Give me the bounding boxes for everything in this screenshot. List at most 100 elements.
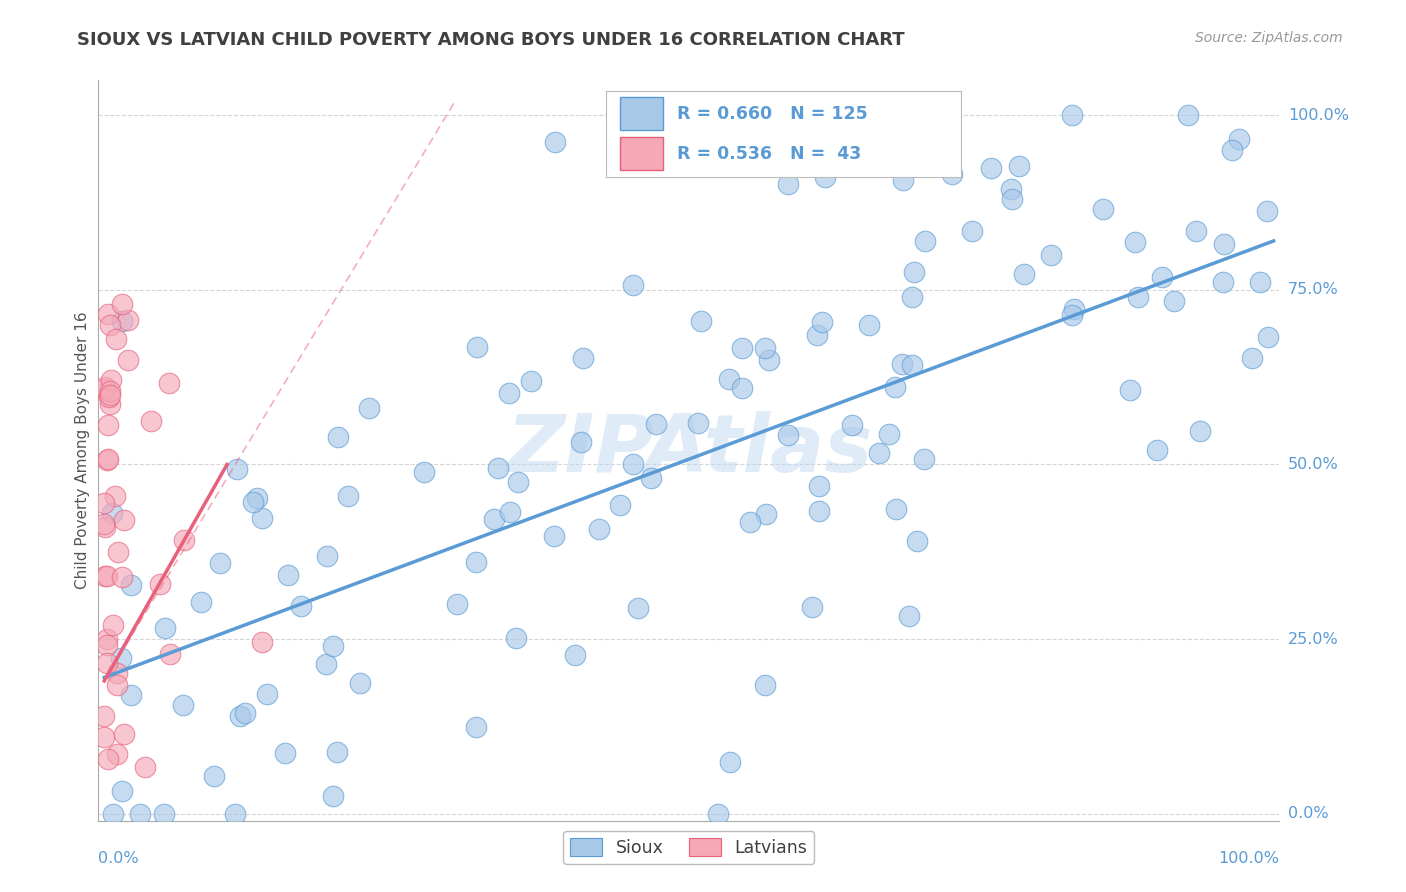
Point bbox=[806, 327, 828, 342]
Point bbox=[960, 224, 983, 238]
Point bbox=[1128, 290, 1150, 304]
Point bbox=[801, 599, 824, 614]
Point bbox=[226, 461, 249, 475]
Point bbox=[884, 380, 907, 394]
Point bbox=[1212, 275, 1234, 289]
Point bbox=[627, 600, 650, 615]
Point bbox=[101, 617, 124, 632]
Point bbox=[290, 599, 312, 613]
Point bbox=[901, 290, 924, 304]
Point bbox=[1163, 293, 1185, 308]
Point bbox=[322, 639, 344, 653]
Point bbox=[465, 340, 488, 354]
Point bbox=[858, 318, 880, 332]
Point bbox=[498, 386, 520, 401]
Point bbox=[1177, 108, 1199, 122]
Point bbox=[97, 752, 120, 766]
Point bbox=[94, 380, 117, 394]
Point bbox=[891, 357, 914, 371]
Point bbox=[1241, 351, 1264, 365]
Point bbox=[740, 515, 762, 529]
Text: 25.0%: 25.0% bbox=[1288, 632, 1339, 647]
Point bbox=[274, 746, 297, 760]
Point bbox=[153, 806, 176, 821]
Point bbox=[250, 634, 273, 648]
Point bbox=[98, 384, 121, 399]
Point bbox=[93, 730, 115, 744]
Point bbox=[139, 414, 162, 428]
Point bbox=[731, 381, 754, 395]
Point bbox=[107, 678, 129, 692]
Point bbox=[190, 595, 212, 609]
Point bbox=[814, 169, 837, 184]
Point bbox=[755, 507, 778, 521]
Point bbox=[322, 789, 344, 803]
Point bbox=[588, 522, 610, 536]
Point bbox=[572, 351, 595, 365]
Point bbox=[898, 609, 921, 624]
Point bbox=[128, 806, 150, 821]
Point bbox=[111, 297, 134, 311]
Point bbox=[1188, 424, 1211, 438]
Point bbox=[482, 511, 505, 525]
Text: 100.0%: 100.0% bbox=[1288, 108, 1348, 123]
Point bbox=[465, 555, 488, 569]
Point bbox=[1000, 182, 1022, 196]
Point bbox=[609, 498, 631, 512]
Point bbox=[93, 496, 115, 510]
Point bbox=[134, 760, 156, 774]
Point bbox=[172, 698, 194, 713]
Point bbox=[1150, 270, 1173, 285]
Point bbox=[1008, 159, 1031, 173]
Point bbox=[110, 570, 132, 584]
Point bbox=[544, 135, 567, 149]
Point bbox=[228, 709, 250, 723]
Point bbox=[758, 353, 780, 368]
Point bbox=[326, 745, 349, 759]
Point bbox=[105, 747, 128, 761]
Point bbox=[97, 390, 120, 404]
Point bbox=[718, 372, 741, 386]
Text: 100.0%: 100.0% bbox=[1219, 851, 1279, 866]
Point bbox=[569, 434, 592, 449]
Point bbox=[120, 688, 142, 702]
Point bbox=[157, 376, 180, 391]
Point bbox=[93, 520, 115, 534]
Point bbox=[101, 806, 124, 821]
Point bbox=[117, 352, 139, 367]
Legend: Sioux, Latvians: Sioux, Latvians bbox=[564, 830, 814, 863]
Point bbox=[621, 277, 644, 292]
Point bbox=[1212, 237, 1234, 252]
Point bbox=[905, 534, 928, 549]
Point bbox=[153, 621, 176, 635]
Point bbox=[96, 638, 118, 652]
Point bbox=[690, 314, 713, 328]
Point bbox=[242, 495, 264, 509]
Point bbox=[224, 806, 246, 821]
Point bbox=[208, 557, 231, 571]
Point bbox=[807, 504, 830, 518]
Point bbox=[96, 632, 118, 646]
Point bbox=[754, 341, 776, 355]
Point bbox=[1257, 329, 1279, 343]
Point bbox=[1001, 192, 1024, 206]
Point bbox=[98, 396, 121, 410]
Point bbox=[718, 755, 741, 769]
Point bbox=[891, 172, 914, 186]
Point bbox=[202, 768, 225, 782]
Point bbox=[1012, 267, 1035, 281]
Text: 50.0%: 50.0% bbox=[1288, 457, 1339, 472]
Point bbox=[446, 597, 468, 611]
Point bbox=[645, 417, 668, 431]
Point bbox=[104, 489, 127, 503]
Point bbox=[96, 569, 118, 583]
Point bbox=[543, 529, 565, 543]
Point bbox=[465, 720, 488, 734]
Point bbox=[315, 657, 337, 672]
Point bbox=[686, 416, 709, 430]
Point bbox=[1092, 202, 1115, 216]
Point bbox=[841, 417, 863, 432]
Point bbox=[336, 489, 359, 503]
Point bbox=[357, 401, 380, 415]
Point bbox=[730, 341, 752, 355]
